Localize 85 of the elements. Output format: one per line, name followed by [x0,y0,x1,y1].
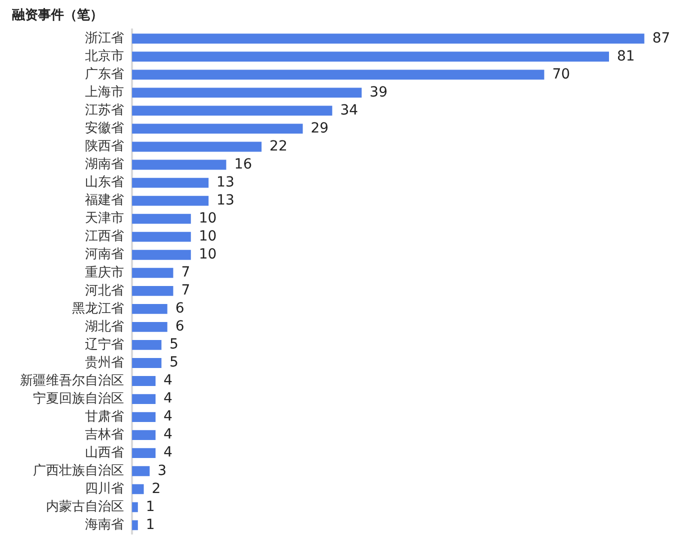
data-label: 1 [146,498,155,515]
y-tick-label: 山西省 [85,445,124,460]
y-tick-label: 上海市 [85,85,124,100]
y-tick-label: 北京市 [85,49,124,64]
data-label: 81 [617,48,635,64]
data-label: 7 [181,264,190,281]
bar [132,430,156,440]
data-label: 6 [175,318,184,335]
bar [132,484,144,494]
data-label: 4 [164,390,173,407]
y-tick-label: 湖北省 [85,319,124,334]
data-label: 4 [164,444,173,461]
bar [132,520,138,530]
bar [132,358,162,368]
bar [132,160,226,170]
bar [132,214,191,224]
y-tick-label: 江苏省 [85,103,124,118]
y-tick-label: 福建省 [85,193,124,208]
data-label: 4 [164,426,173,443]
bar [132,88,362,98]
y-tick-label: 江西省 [85,229,124,244]
bar [132,466,150,476]
bar [132,106,332,116]
data-label: 10 [198,228,217,244]
data-label: 16 [234,156,252,172]
data-label: 4 [164,408,173,425]
data-label: 70 [552,66,570,82]
data-label: 87 [652,30,670,46]
bar [132,412,156,422]
bar [132,70,544,80]
y-tick-label: 河北省 [85,283,124,298]
data-label: 39 [370,84,388,100]
data-label: 22 [270,138,288,154]
y-tick-label: 海南省 [85,518,124,533]
data-label: 13 [216,192,234,208]
y-tick-label: 新疆维吾尔自治区 [20,373,124,388]
y-tick-label: 浙江省 [85,30,124,46]
data-label: 10 [198,246,217,263]
y-tick-label: 贵州省 [85,355,124,370]
bar [132,142,262,152]
bar [132,52,609,62]
bar [132,268,174,278]
data-label: 13 [216,174,234,190]
y-tick-label: 吉林省 [85,427,124,442]
y-tick-label: 黑龙江省 [72,301,124,316]
bar [132,232,191,242]
data-label: 6 [175,300,184,317]
bar [132,124,303,134]
y-tick-label: 陕西省 [85,139,124,154]
bar [132,340,162,350]
y-tick-label: 甘肃省 [85,409,124,424]
bar [132,394,156,404]
bar [132,376,156,386]
y-tick-label: 山东省 [85,175,124,190]
data-label: 29 [310,120,329,136]
data-label: 5 [169,354,178,371]
y-tick-label: 辽宁省 [85,336,124,352]
data-label: 3 [158,462,167,479]
bar [132,250,191,260]
data-label: 4 [164,372,173,389]
data-label: 2 [152,480,161,497]
bar [132,304,168,314]
y-tick-label: 安徽省 [85,120,124,136]
bar [132,196,209,206]
y-tick-label: 宁夏回族自治区 [33,390,124,406]
y-tick-label: 天津市 [85,211,124,226]
bar [132,502,138,512]
data-label: 5 [169,336,178,353]
y-tick-label: 湖南省 [85,157,124,172]
data-label: 1 [146,516,155,533]
chart-title: 融资事件（笔） [12,8,103,24]
bar [132,322,168,332]
bar [132,178,209,188]
data-label: 34 [340,102,358,118]
data-label: 7 [181,282,190,299]
bar [132,286,174,296]
bar [132,448,156,458]
y-tick-label: 四川省 [85,482,124,497]
y-tick-label: 内蒙古自治区 [46,500,124,515]
data-label: 10 [198,210,217,226]
y-tick-label: 广东省 [85,67,124,82]
y-tick-label: 广西壮族自治区 [33,464,124,478]
bar [132,34,644,44]
y-tick-label: 重庆市 [85,265,124,280]
y-tick-label: 河南省 [85,247,124,262]
